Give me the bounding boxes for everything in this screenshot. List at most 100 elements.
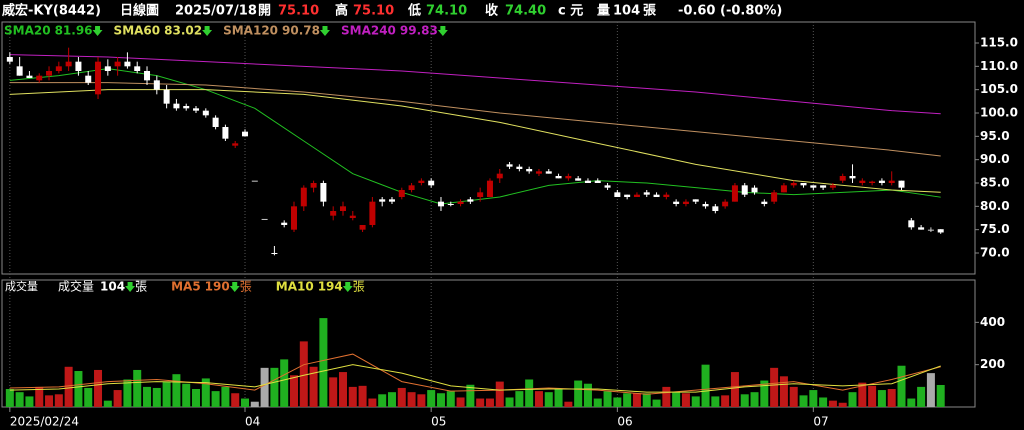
down-arrow [342,282,353,292]
volume-bar [103,400,112,407]
legend-unit: 張 [135,280,147,294]
candle-body [26,75,33,78]
candle-body [555,176,562,179]
volume-bar [427,390,436,407]
volume-bar [280,359,289,407]
volume-bar [133,369,142,407]
volume-bar [750,392,759,407]
volume-bar [495,381,504,407]
y-tick-label: 115.0 [980,36,1018,50]
candle-body [496,173,503,179]
volume-bar [211,391,220,407]
candle-body [888,180,895,183]
volume-bar [770,367,779,407]
volume-bar [417,394,426,407]
y-tick-label: 110.0 [980,59,1018,73]
candle-body [124,61,131,67]
volume-label: 量 [597,4,610,19]
volume-bar [926,373,935,407]
candle-body [673,201,680,204]
volume-bar [721,395,730,407]
y-tick-label: 90.0 [980,152,1010,166]
volume-bar [172,374,181,407]
candle-body [859,180,866,183]
volume-bar [554,389,563,407]
candle-body [339,206,346,211]
volume-bar [221,386,230,407]
volume-bar [476,398,485,407]
candle-body [261,218,268,220]
candle-body [731,185,738,202]
candle-body [232,143,239,146]
volume-bar [260,367,269,407]
candle-body [771,192,778,202]
legend-value: 194 [318,280,343,294]
y-tick-label: 400 [980,315,1005,329]
ma-line [9,353,941,395]
candle-body [839,176,846,181]
candle-body [584,180,591,183]
candle-body [398,190,405,197]
volume-bar [123,379,132,407]
candle-body [330,211,337,216]
volume-bar [789,386,798,407]
candle-body [751,187,758,193]
volume-bar [35,386,44,407]
volume-bar [485,398,494,407]
legend-name: MA10 [276,280,314,294]
volume-bar [54,394,63,407]
volume-bar [378,394,387,407]
low-value: 74.10 [426,4,467,19]
down-arrow [202,26,213,36]
volume-bar [681,393,690,407]
volume-value: 104 [613,4,640,19]
ma-line [9,89,941,193]
candle-body [153,80,160,90]
y-tick-label: 105.0 [980,82,1018,96]
candle-body [722,201,729,207]
candle-body [251,180,258,182]
candle-body [418,180,425,183]
volume-bar [289,375,298,407]
volume-bar [515,391,524,407]
candle-body [163,89,170,104]
legend-value: 90.78 [282,24,320,38]
legend-unit: 張 [240,280,252,294]
candle-body [898,180,905,188]
legend-value: 83.02 [164,24,202,38]
legend-name: SMA20 [4,24,51,38]
volume-bar [877,390,886,407]
volume-bar [162,381,171,407]
candle-body [349,215,356,218]
close-value: 74.40 [505,4,546,19]
candle-body [535,171,542,174]
volume-bar [701,364,710,407]
volume-bar [456,397,465,407]
candle-body [829,185,836,188]
down-arrow [125,282,136,292]
candle-body [516,166,523,169]
volume-bar [711,396,720,407]
y-tick-label: 75.0 [980,222,1010,236]
candle-body [437,201,444,207]
open-value: 75.10 [278,4,319,19]
candle-body [65,61,72,67]
volume-bar [544,392,553,407]
volume-bar [740,394,749,407]
period: 日線圖 [120,3,159,19]
volume-bar [593,398,602,407]
y-tick-label: 100.0 [980,106,1018,120]
volume-bar [113,390,122,407]
candle-body [477,192,484,197]
volume-bar [799,395,808,407]
volume-bar [672,392,681,407]
price-panel [1,21,976,275]
candle-body [222,127,229,139]
candle-body [741,185,748,195]
candle-body [212,117,219,127]
candle-body [800,183,807,186]
volume-bar [299,341,308,407]
volume-bar [338,372,347,407]
legend-value: 190 [205,280,230,294]
legend-name: SMA120 [223,24,278,38]
